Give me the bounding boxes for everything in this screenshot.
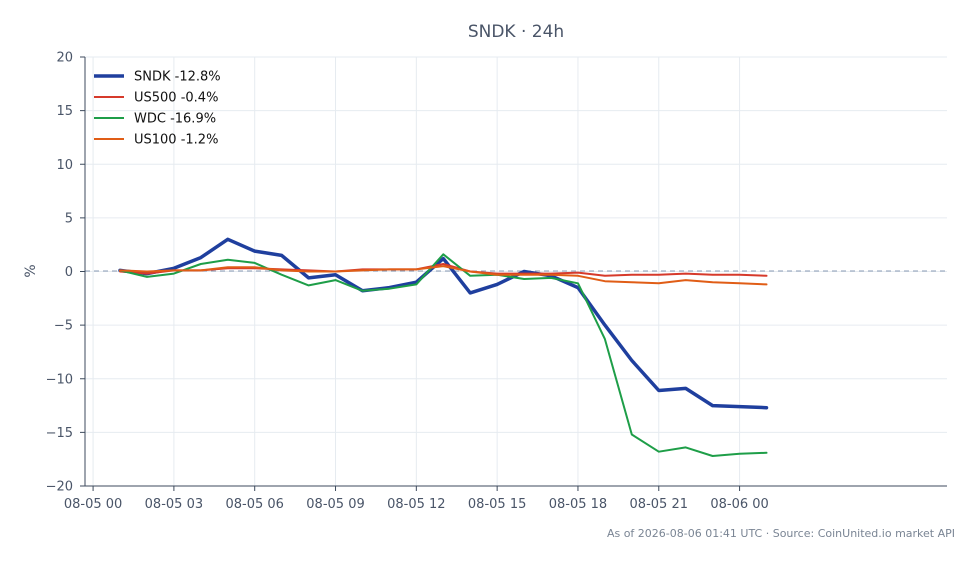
legend-label: US500 -0.4% xyxy=(134,91,218,106)
y-tick-label: 15 xyxy=(56,104,73,119)
x-tick-label: 08-05 12 xyxy=(387,497,445,512)
x-tick-label: 08-05 03 xyxy=(145,497,203,512)
x-tick-labels: 08-05 00 08-05 03 08-05 06 08-05 09 08-05 12… xyxy=(64,486,769,512)
x-tick-label: 08-05 18 xyxy=(549,497,607,512)
x-tick-label: 08-05 00 xyxy=(64,497,122,512)
y-tick-label: 5 xyxy=(65,211,73,226)
x-tick-label: 08-05 06 xyxy=(225,497,283,512)
series-layer xyxy=(118,237,769,457)
legend-label: US100 -1.2% xyxy=(134,133,218,148)
y-tick-label: −20 xyxy=(46,480,73,495)
footer-source: As of 2026-08-06 01:41 UTC · Source: Coi… xyxy=(607,527,955,540)
series-line xyxy=(119,265,768,286)
y-tick-label: 0 xyxy=(65,265,73,280)
series-line xyxy=(119,263,768,277)
series-line xyxy=(119,253,768,457)
legend-label: SNDK -12.8% xyxy=(134,70,221,85)
y-tick-label: −5 xyxy=(54,319,73,334)
y-tick-label: 20 xyxy=(56,51,73,66)
y-tick-labels: −20 −15 −10 −5 0 5 10 15 20 xyxy=(46,51,85,495)
legend: SNDK -12.8% US500 -0.4% WDC -16.9% US100 -1… xyxy=(94,70,221,148)
series-line xyxy=(118,237,769,410)
chart-title: SNDK · 24h xyxy=(468,22,564,42)
y-tick-label: 10 xyxy=(56,158,73,173)
x-tick-label: 08-05 09 xyxy=(306,497,364,512)
x-tick-label: 08-05 15 xyxy=(468,497,526,512)
x-tick-label: 08-05 21 xyxy=(630,497,688,512)
legend-label: WDC -16.9% xyxy=(134,112,216,127)
y-axis-label: % xyxy=(23,264,39,277)
y-tick-label: −15 xyxy=(46,426,73,441)
x-tick-label: 08-06 00 xyxy=(710,497,768,512)
y-tick-label: −10 xyxy=(46,372,73,387)
